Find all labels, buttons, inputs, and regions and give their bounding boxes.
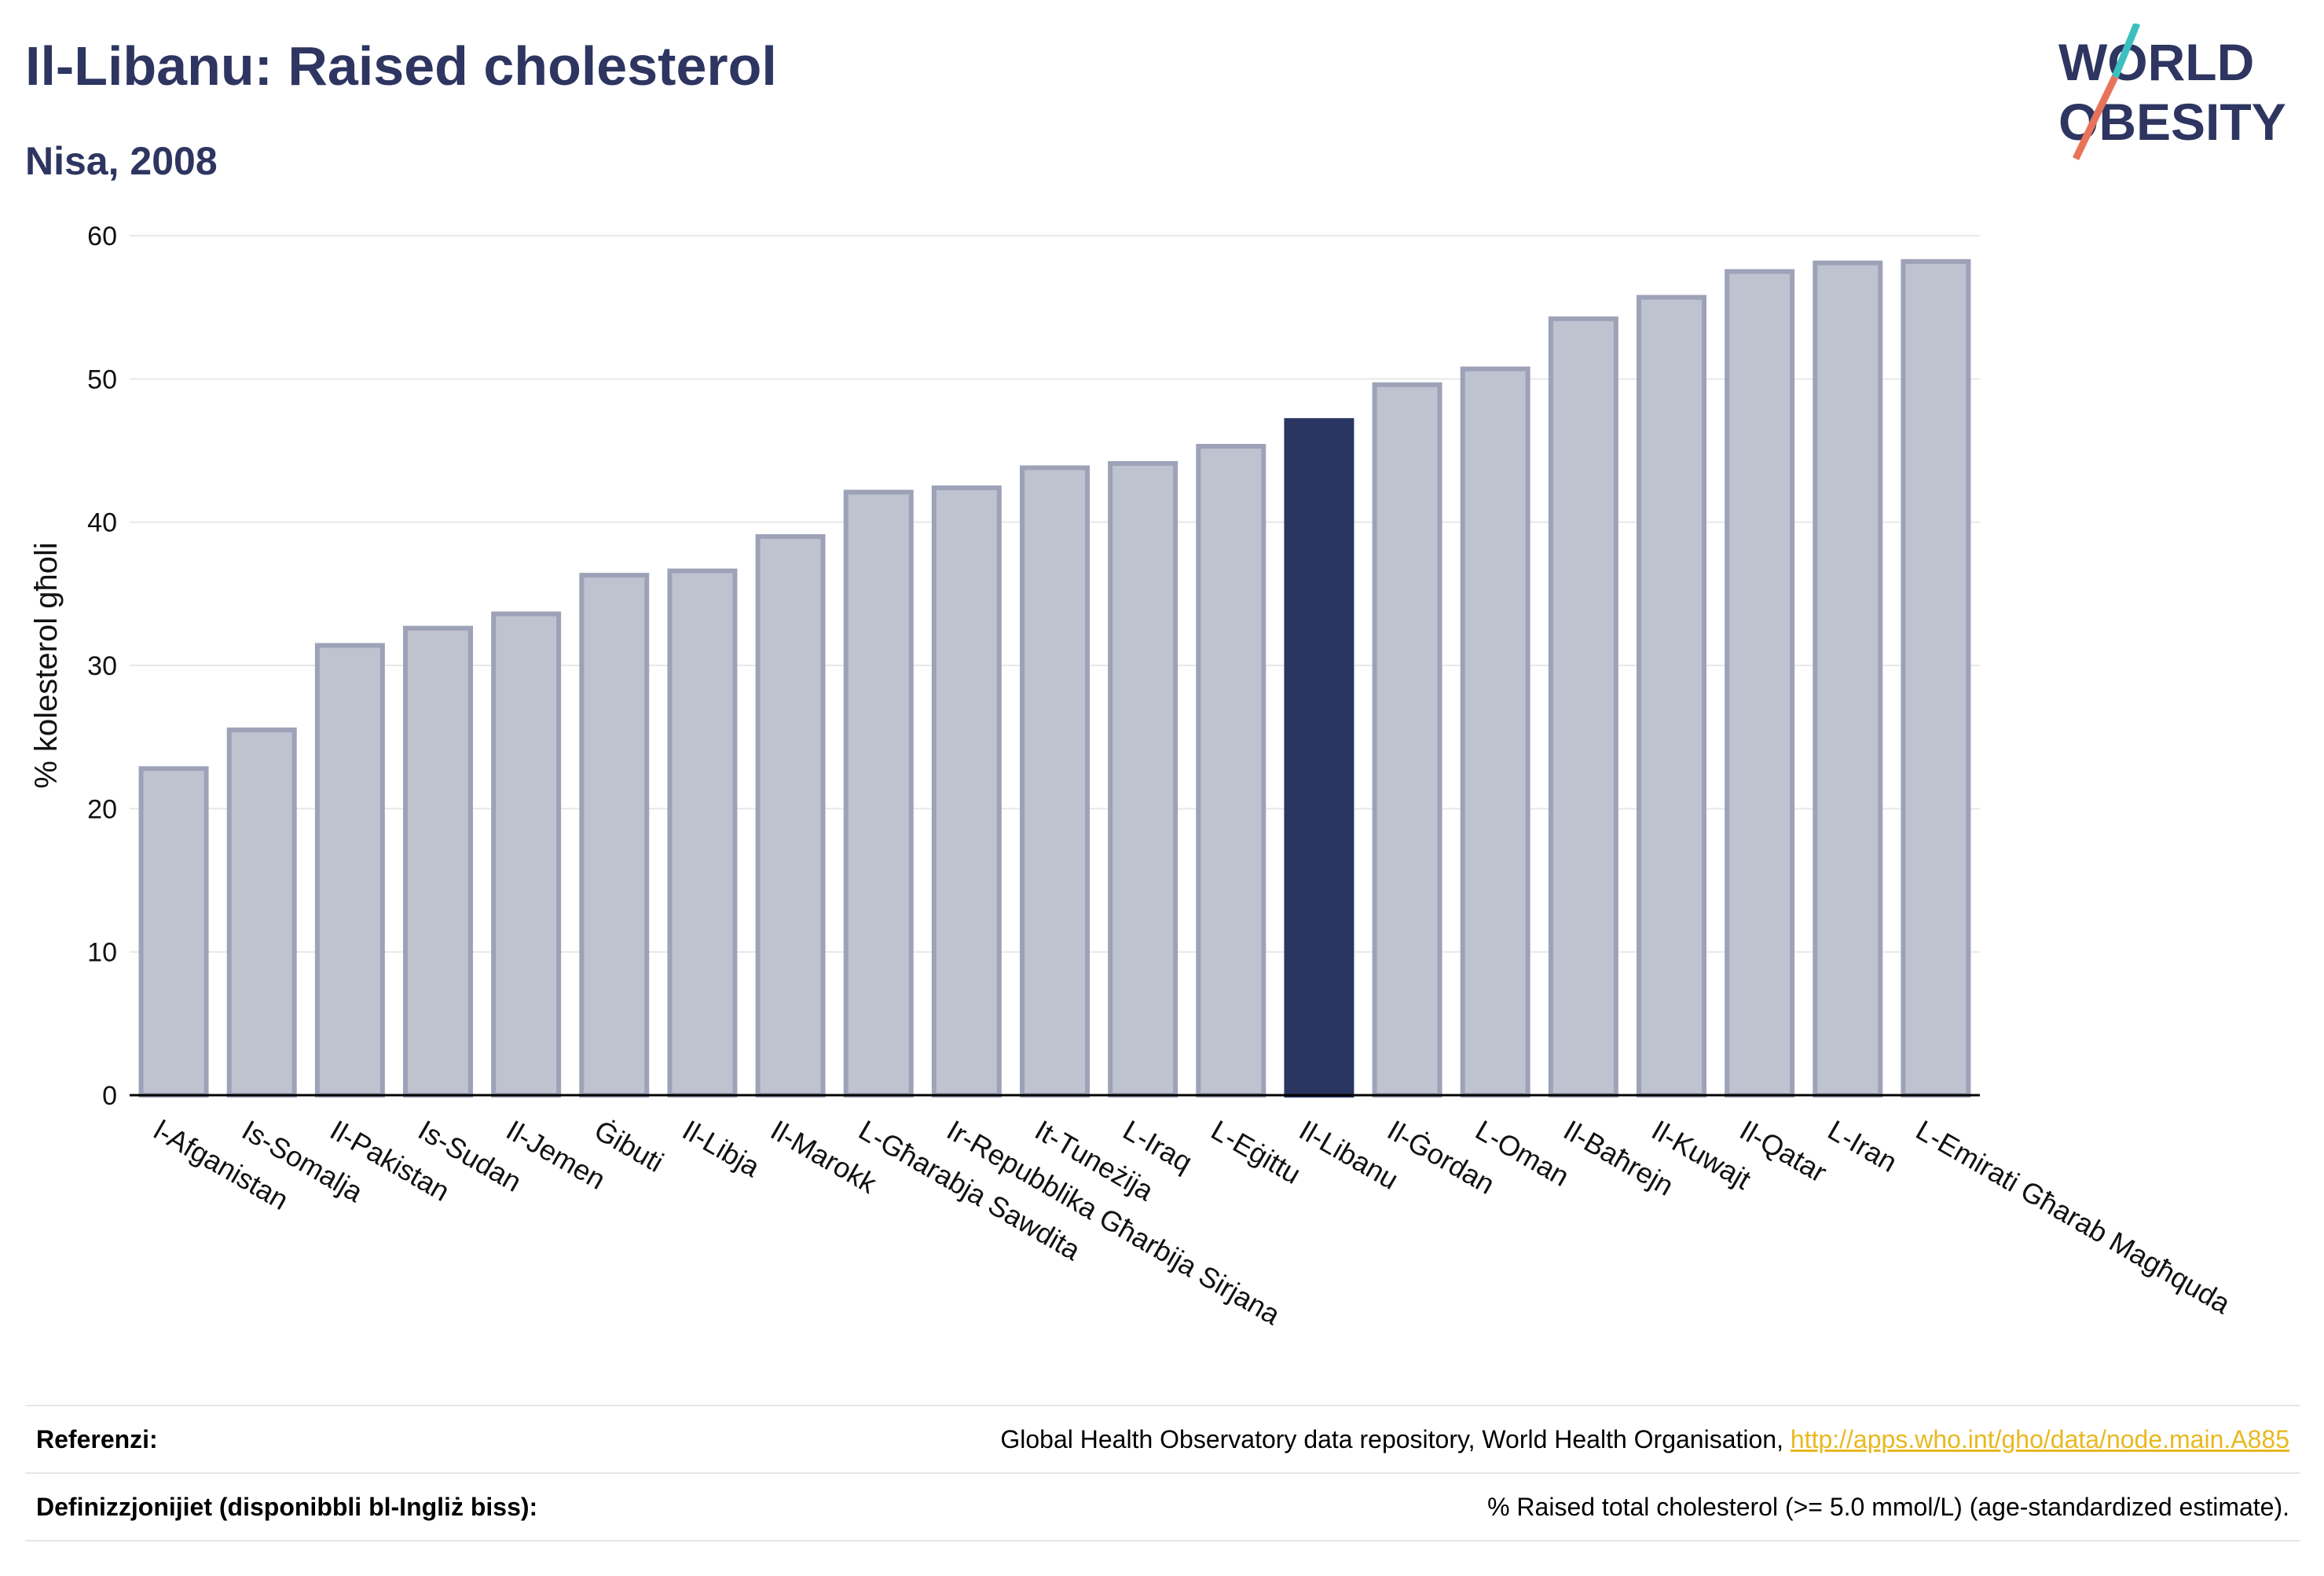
y-tick-label-10: 10	[87, 938, 117, 968]
x-tick-label-20: L-Emirati Għarab Magħquda	[1911, 1113, 2237, 1320]
definitions-label: Definizzjonijiet (disponibbli bl-Ingliż …	[36, 1492, 538, 1521]
y-axis-label: % kolesterol għoli	[29, 542, 64, 789]
y-tick-label-30: 30	[87, 651, 117, 681]
bar-3	[403, 625, 473, 1098]
bar-20	[1901, 258, 1971, 1098]
y-tick-label-50: 50	[87, 365, 117, 394]
x-axis-labels: l-AfganistanIs-SomaljaIl-PakistanIs-Suda…	[148, 1113, 2237, 1331]
bar-9	[931, 485, 1002, 1098]
bar-10	[1020, 465, 1090, 1098]
y-axis-ticks: 0 10 20 30 40 50 60	[87, 222, 117, 1111]
x-tick-label-19: L-Iran	[1823, 1113, 1903, 1178]
bar-13	[1284, 418, 1354, 1098]
bar-6	[667, 568, 738, 1098]
bar-7	[755, 533, 826, 1098]
logo-slash-teal	[2111, 24, 2141, 79]
bar-8	[843, 489, 914, 1098]
bar-18	[1725, 269, 1795, 1098]
logo-line-1: WORLD	[2058, 33, 2254, 91]
y-tick-label-60: 60	[87, 222, 117, 251]
bar-chart: 0 10 20 30 40 50 60 l-AfganistanIs-SomaljaIl-P…	[29, 222, 2237, 1332]
definitions-text: % Raised total cholesterol (>= 5.0 mmol/…	[1487, 1492, 2289, 1521]
world-obesity-logo: WORLD OBESITY	[2058, 24, 2286, 160]
references-row: Referenzi: Global Health Observatory dat…	[25, 1405, 2300, 1472]
bar-4	[491, 611, 562, 1098]
logo-slash-coral	[2072, 75, 2119, 160]
references-link[interactable]: http://apps.who.int/gho/data/node.main.A…	[1790, 1424, 2289, 1453]
bar-11	[1108, 460, 1178, 1098]
bar-12	[1196, 444, 1266, 1098]
x-tick-label-13: Il-Libanu	[1294, 1113, 1404, 1196]
bar-17	[1637, 295, 1706, 1098]
bar-16	[1548, 316, 1618, 1098]
chart-title: Il-Libanu: Raised cholesterol	[25, 35, 777, 97]
references-value: Global Health Observatory data repositor…	[1000, 1425, 2289, 1454]
references-label: Referenzi:	[36, 1424, 158, 1453]
y-tick-label-0: 0	[102, 1081, 117, 1111]
bar-2	[314, 643, 385, 1098]
bar-0	[138, 766, 209, 1098]
footer: Referenzi: Global Health Observatory dat…	[25, 1405, 2300, 1541]
bar-1	[226, 728, 297, 1098]
bar-14	[1372, 382, 1442, 1098]
references-text: Global Health Observatory data repositor…	[1000, 1424, 1783, 1453]
chart-subtitle: Nisa, 2008	[25, 139, 218, 183]
x-tick-label-12: L-Eġittu	[1206, 1113, 1307, 1190]
x-tick-label-6: Il-Libja	[677, 1113, 766, 1183]
bar-19	[1813, 260, 1883, 1098]
y-tick-label-20: 20	[87, 794, 117, 824]
y-tick-label-40: 40	[87, 508, 117, 538]
bar-5	[579, 573, 650, 1098]
definitions-row: Definizzjonijiet (disponibbli bl-Ingliż …	[25, 1472, 2300, 1541]
bar-15	[1460, 366, 1530, 1098]
bars	[138, 258, 1971, 1098]
